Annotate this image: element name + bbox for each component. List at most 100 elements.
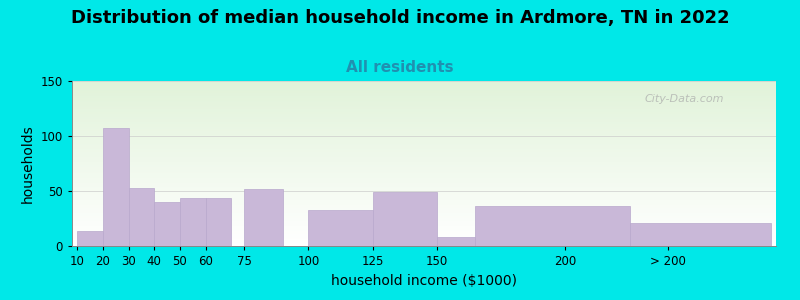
- Bar: [72, 116, 776, 117]
- Bar: [72, 203, 776, 205]
- Bar: [72, 130, 776, 132]
- Bar: [72, 223, 776, 224]
- Bar: [72, 158, 776, 160]
- Bar: [630, 223, 771, 246]
- Bar: [72, 94, 776, 96]
- Bar: [72, 111, 776, 112]
- Bar: [72, 148, 776, 150]
- Bar: [72, 190, 776, 191]
- Bar: [72, 84, 776, 86]
- Bar: [72, 109, 776, 111]
- Bar: [72, 86, 776, 88]
- Bar: [72, 195, 776, 196]
- Bar: [72, 160, 776, 162]
- Bar: [72, 211, 776, 213]
- Bar: [72, 205, 776, 206]
- Bar: [72, 175, 776, 177]
- Bar: [72, 213, 776, 215]
- Bar: [72, 210, 776, 211]
- Bar: [72, 127, 776, 129]
- Bar: [72, 196, 776, 198]
- Bar: [72, 147, 776, 148]
- Bar: [72, 82, 776, 84]
- Bar: [72, 243, 776, 244]
- Bar: [72, 140, 776, 142]
- Bar: [72, 178, 776, 180]
- Bar: [72, 106, 776, 107]
- Bar: [72, 172, 776, 173]
- Bar: [72, 157, 776, 158]
- Bar: [72, 168, 776, 170]
- Bar: [72, 132, 776, 134]
- Bar: [72, 129, 776, 130]
- Bar: [72, 164, 776, 165]
- Bar: [72, 114, 776, 116]
- Bar: [72, 173, 776, 175]
- Bar: [72, 96, 776, 98]
- Bar: [72, 187, 776, 188]
- Bar: [72, 206, 776, 208]
- Bar: [72, 216, 776, 218]
- Bar: [72, 125, 776, 127]
- Bar: [72, 92, 776, 94]
- Bar: [103, 128, 129, 246]
- Bar: [72, 239, 776, 241]
- Bar: [72, 122, 776, 124]
- Bar: [72, 193, 776, 195]
- Bar: [72, 177, 776, 178]
- Bar: [72, 236, 776, 238]
- Bar: [72, 200, 776, 202]
- Bar: [72, 224, 776, 226]
- Bar: [72, 218, 776, 220]
- Bar: [72, 145, 776, 147]
- Bar: [72, 221, 776, 223]
- Bar: [244, 189, 282, 246]
- Bar: [154, 202, 180, 246]
- Bar: [72, 185, 776, 187]
- Bar: [72, 235, 776, 236]
- Bar: [72, 170, 776, 172]
- Bar: [129, 188, 154, 246]
- Bar: [77, 231, 103, 246]
- Bar: [308, 210, 373, 246]
- Bar: [72, 183, 776, 185]
- Bar: [180, 198, 206, 246]
- Bar: [72, 135, 776, 137]
- Bar: [72, 198, 776, 200]
- X-axis label: household income ($1000): household income ($1000): [331, 274, 517, 288]
- Bar: [72, 228, 776, 230]
- Bar: [72, 167, 776, 168]
- Bar: [373, 192, 437, 246]
- Bar: [206, 198, 231, 246]
- Bar: [72, 182, 776, 183]
- Bar: [72, 230, 776, 231]
- Bar: [72, 231, 776, 233]
- Bar: [72, 226, 776, 228]
- Bar: [72, 124, 776, 125]
- Bar: [72, 137, 776, 139]
- Bar: [72, 233, 776, 235]
- Bar: [72, 107, 776, 109]
- Bar: [72, 244, 776, 246]
- Bar: [72, 144, 776, 145]
- Bar: [72, 241, 776, 243]
- Bar: [72, 142, 776, 144]
- Bar: [72, 98, 776, 99]
- Text: Distribution of median household income in Ardmore, TN in 2022: Distribution of median household income …: [70, 9, 730, 27]
- Bar: [72, 152, 776, 154]
- Bar: [72, 238, 776, 239]
- Bar: [72, 155, 776, 157]
- Bar: [72, 162, 776, 164]
- Bar: [72, 202, 776, 203]
- Bar: [72, 154, 776, 155]
- Bar: [437, 237, 475, 246]
- Bar: [72, 139, 776, 140]
- Bar: [72, 191, 776, 193]
- Y-axis label: households: households: [21, 124, 35, 203]
- Bar: [72, 88, 776, 89]
- Bar: [72, 99, 776, 101]
- Bar: [72, 150, 776, 152]
- Bar: [72, 121, 776, 122]
- Bar: [72, 215, 776, 216]
- Text: City-Data.com: City-Data.com: [645, 94, 724, 104]
